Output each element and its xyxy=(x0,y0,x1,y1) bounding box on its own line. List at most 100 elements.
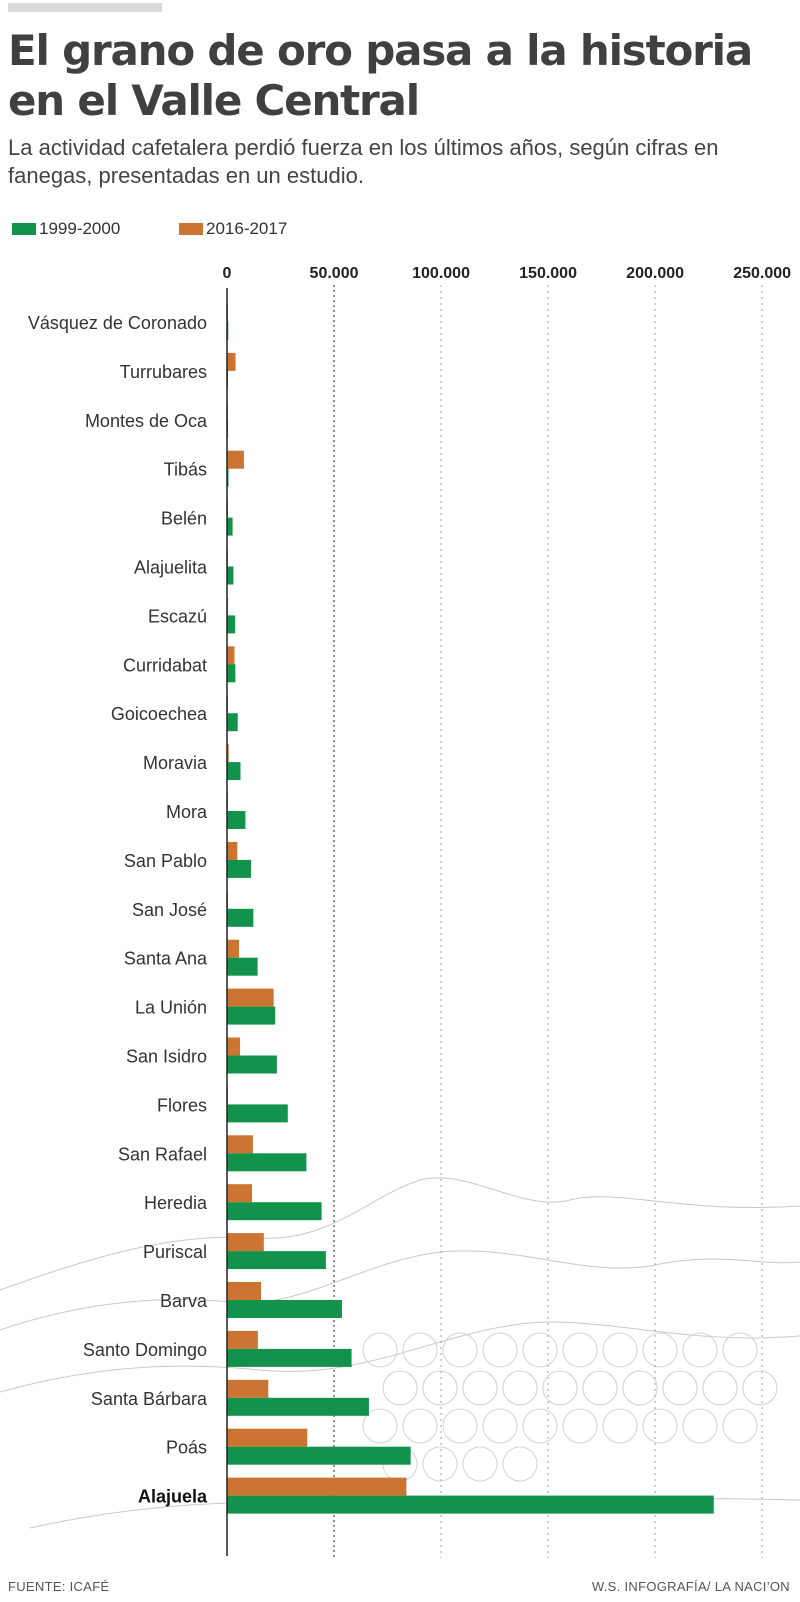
bar-2016-2017-puriscal xyxy=(227,1233,264,1252)
bar-1999-2000-san-isidro xyxy=(227,1055,277,1074)
top-accent-bar xyxy=(8,3,162,12)
bar-2016-2017-la-union xyxy=(227,988,274,1007)
tick-label-200000: 200.000 xyxy=(626,265,684,282)
subtitle: La actividad cafetalera perdió fuerza en… xyxy=(8,135,719,188)
category-label-tibas: Tibás xyxy=(164,460,207,480)
category-label-barva: Barva xyxy=(160,1291,208,1311)
legend-swatch-1999-2000 xyxy=(12,223,36,235)
bar-1999-2000-alajuela xyxy=(227,1495,714,1514)
category-label-santa-barbara: Santa Bárbara xyxy=(91,1389,208,1409)
bar-2016-2017-san-isidro xyxy=(227,1037,241,1056)
category-label-poas: Poás xyxy=(166,1438,207,1458)
coffee-bush-illustration xyxy=(462,1370,498,1406)
category-label-curridabat: Curridabat xyxy=(123,655,207,675)
bar-1999-2000-flores xyxy=(227,1104,288,1123)
bar-1999-2000-santa-ana xyxy=(227,957,258,976)
category-label-goicoechea: Goicoechea xyxy=(111,704,208,724)
bar-1999-2000-san-jose xyxy=(227,908,254,927)
category-label-heredia: Heredia xyxy=(144,1193,208,1213)
coffee-bush-illustration xyxy=(502,1446,538,1482)
category-label-alajuela: Alajuela xyxy=(138,1487,208,1507)
category-label-san-rafael: San Rafael xyxy=(118,1144,207,1164)
coffee-bush-illustration xyxy=(382,1370,418,1406)
coffee-bush-illustration xyxy=(742,1370,778,1406)
coffee-bush-illustration xyxy=(362,1332,398,1368)
bar-1999-2000-barva xyxy=(227,1300,342,1318)
mountain-ridge-back xyxy=(0,1177,800,1291)
bar-1999-2000-goicoechea xyxy=(227,713,238,732)
bar-2016-2017-barva xyxy=(227,1282,262,1300)
category-label-santa-ana: Santa Ana xyxy=(124,949,208,969)
tick-label-0: 0 xyxy=(223,265,232,282)
legend-label-1999-2000: 1999-2000 xyxy=(39,219,121,238)
bar-1999-2000-moravia xyxy=(227,762,241,781)
bar-2016-2017-santa-barbara xyxy=(227,1379,269,1398)
bar-1999-2000-santa-barbara xyxy=(227,1397,369,1416)
bar-1999-2000-puriscal xyxy=(227,1251,326,1270)
bar-2016-2017-curridabat xyxy=(227,646,235,665)
page-title: El grano de oro pasa a la historia en el… xyxy=(8,26,753,125)
coffee-bush-illustration xyxy=(682,1408,718,1444)
category-label-puriscal: Puriscal xyxy=(143,1242,207,1262)
gridlines xyxy=(333,285,763,1558)
coffee-bush-illustration xyxy=(462,1446,498,1482)
credit-note: W.S. INFOGRAFÍA/ LA NACI’ON xyxy=(591,1579,790,1594)
bar-2016-2017-santa-ana xyxy=(227,939,239,958)
coffee-bush-illustration xyxy=(682,1332,718,1368)
coffee-bush-illustration xyxy=(582,1370,618,1406)
coffee-bush-illustration xyxy=(562,1332,598,1368)
coffee-bush-illustration xyxy=(442,1408,478,1444)
coffee-bush-illustration xyxy=(422,1370,458,1406)
bar-2016-2017-turrubares xyxy=(227,352,236,371)
bar-1999-2000-belen xyxy=(227,517,233,536)
coffee-bush-illustration xyxy=(422,1446,458,1482)
category-label-montes-de-oca: Montes de Oca xyxy=(85,411,208,431)
coffee-bush-illustration xyxy=(642,1332,678,1368)
legend-swatch-2016-2017 xyxy=(179,223,203,235)
bar-1999-2000-alajuelita xyxy=(227,566,234,585)
bar-1999-2000-santo-domingo xyxy=(227,1348,352,1367)
coffee-bush-illustration xyxy=(622,1370,658,1406)
tick-label-150000: 150.000 xyxy=(519,265,577,282)
bar-2016-2017-poas xyxy=(227,1428,308,1447)
bar-1999-2000-san-rafael xyxy=(227,1153,307,1172)
coffee-bush-illustration xyxy=(522,1332,558,1368)
coffee-bush-illustration xyxy=(602,1408,638,1444)
category-label-san-isidro: San Isidro xyxy=(126,1047,207,1067)
bar-1999-2000-curridabat xyxy=(227,664,236,683)
coffee-bush-illustration xyxy=(722,1332,758,1368)
mountain-ridge-mid xyxy=(0,1250,800,1331)
bar-1999-2000-la-union xyxy=(227,1006,276,1025)
coffee-bush-illustration xyxy=(442,1332,478,1368)
bar-1999-2000-heredia xyxy=(227,1202,322,1221)
coffee-bush-illustration xyxy=(402,1408,438,1444)
category-label-santo-domingo: Santo Domingo xyxy=(83,1340,207,1360)
bar-2016-2017-alajuela xyxy=(227,1477,407,1496)
category-label-escazu: Escazú xyxy=(148,606,207,626)
tick-label-50000: 50.000 xyxy=(310,265,359,282)
coffee-bush-illustration xyxy=(482,1408,518,1444)
bar-1999-2000-mora xyxy=(227,811,246,829)
coffee-bush-illustration xyxy=(482,1332,518,1368)
coffee-bush-illustration xyxy=(642,1408,678,1444)
category-label-alajuelita: Alajuelita xyxy=(134,558,208,578)
bar-2016-2017-heredia xyxy=(227,1184,253,1203)
category-label-san-jose: San José xyxy=(132,900,207,920)
coffee-bush-illustration xyxy=(562,1408,598,1444)
bars xyxy=(227,304,714,1514)
bar-1999-2000-san-pablo xyxy=(227,859,251,878)
coffee-bush-illustration xyxy=(542,1370,578,1406)
coffee-bush-illustration xyxy=(722,1408,758,1444)
bar-2016-2017-moravia xyxy=(227,744,229,763)
bar-1999-2000-escazu xyxy=(227,615,236,634)
category-label-vasquez-de-coronado: Vásquez de Coronado xyxy=(28,313,207,333)
category-label-belen: Belén xyxy=(161,509,207,529)
bar-2016-2017-san-pablo xyxy=(227,841,238,860)
hill-line-front xyxy=(0,1321,800,1393)
coffee-bush-illustration xyxy=(602,1332,638,1368)
category-labels: Vásquez de Coronado Turrubares Montes de O… xyxy=(28,313,208,1507)
coffee-bush-illustration xyxy=(702,1370,738,1406)
legend-label-2016-2017: 2016-2017 xyxy=(206,219,288,238)
category-label-turrubares: Turrubares xyxy=(120,362,207,382)
